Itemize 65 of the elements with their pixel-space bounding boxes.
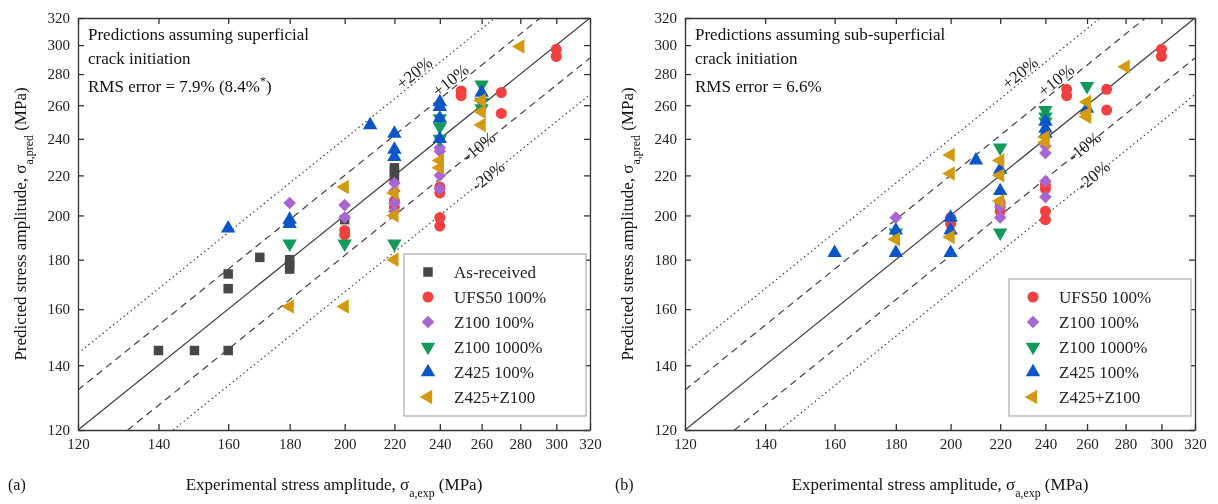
x-tick-label: 260 xyxy=(470,435,494,452)
legend-label: Z425+Z100 xyxy=(1059,388,1141,407)
x-tick-label: 240 xyxy=(429,435,452,452)
y-tick-label: 320 xyxy=(47,10,70,27)
y-tick-label: 120 xyxy=(654,422,677,439)
text: (a) xyxy=(8,476,26,494)
x-tick-label: 180 xyxy=(278,435,302,452)
y-tick-label: 160 xyxy=(47,301,70,318)
x-tick-label: 160 xyxy=(217,435,240,452)
text: Predictions assuming superficial crack initiation xyxy=(88,25,310,68)
x-tick-label: 220 xyxy=(383,435,407,452)
x-tick-label: 200 xyxy=(939,435,963,452)
y-tick-label: 220 xyxy=(47,167,70,184)
x-tick-label: 320 xyxy=(579,435,602,452)
x-tick-label: 280 xyxy=(1114,435,1138,452)
x-tick-label: 300 xyxy=(545,435,569,452)
y-tick-label: 180 xyxy=(654,251,677,268)
x-tick-label: 260 xyxy=(1076,435,1099,452)
y-tick-label: 300 xyxy=(654,37,677,54)
y-tick-label: 280 xyxy=(47,66,70,83)
x-tick-label: 300 xyxy=(1150,435,1174,452)
legend-label: UFS50 100% xyxy=(1059,288,1152,307)
legend-label: Z425+Z100 xyxy=(454,388,536,407)
legend-label: Z100 100% xyxy=(1059,313,1139,332)
x-tick-label: 120 xyxy=(67,435,90,452)
y-tick-label: 160 xyxy=(654,301,677,318)
x-tick-label: 120 xyxy=(674,435,697,452)
text: RMS error = 6.6% xyxy=(695,77,822,96)
text: +20% xyxy=(998,52,1042,94)
y-tick-label: 140 xyxy=(47,357,70,374)
y-tick-label: 120 xyxy=(47,422,70,439)
legend-label: Z100 100% xyxy=(454,313,534,332)
x-axis-title: Experimental stress amplitude, σ$_{a,exp}$ (MPa) xyxy=(185,475,483,500)
y-tick-label: 200 xyxy=(654,207,677,224)
legend-label: Z100 1000% xyxy=(454,338,543,357)
legend-label: Z425 100% xyxy=(454,363,534,382)
y-tick-label: 280 xyxy=(654,66,677,83)
y-tick-label: 180 xyxy=(47,251,70,268)
legend-label: Z100 1000% xyxy=(1059,338,1148,357)
x-tick-label: 240 xyxy=(1034,435,1058,452)
text: -10% xyxy=(458,127,500,166)
y-tick-label: 240 xyxy=(654,131,677,148)
x-tick-label: 140 xyxy=(754,435,777,452)
x-tick-label: 140 xyxy=(147,435,171,452)
legend-label: UFS50 100% xyxy=(454,288,547,307)
text: Predictions assuming sub-superficial crack initiation xyxy=(695,25,946,68)
x-tick-label: 180 xyxy=(885,435,908,452)
x-tick-label: 220 xyxy=(989,435,1012,452)
x-tick-label: 320 xyxy=(1184,435,1207,452)
legend-label: As-received xyxy=(454,263,537,282)
legend-label: Z425 100% xyxy=(1059,363,1139,382)
text: (b) xyxy=(615,476,634,494)
y-tick-label: 300 xyxy=(47,37,70,54)
y-tick-label: 140 xyxy=(654,357,677,374)
y-tick-label: 260 xyxy=(47,97,70,114)
x-tick-label: 280 xyxy=(509,435,533,452)
y-tick-label: 320 xyxy=(654,10,677,27)
y-tick-label: 200 xyxy=(47,207,70,224)
y-tick-label: 260 xyxy=(654,97,677,114)
x-axis-title: Experimental stress amplitude, σ$_{a,exp}$ (MPa) xyxy=(791,475,1089,500)
y-tick-label: 220 xyxy=(654,167,677,184)
x-tick-label: 160 xyxy=(823,435,847,452)
x-tick-label: 200 xyxy=(333,435,357,452)
text: RMS error = 7.9% (8.4%$^{*}$) xyxy=(88,74,272,96)
y-tick-label: 240 xyxy=(47,131,70,148)
